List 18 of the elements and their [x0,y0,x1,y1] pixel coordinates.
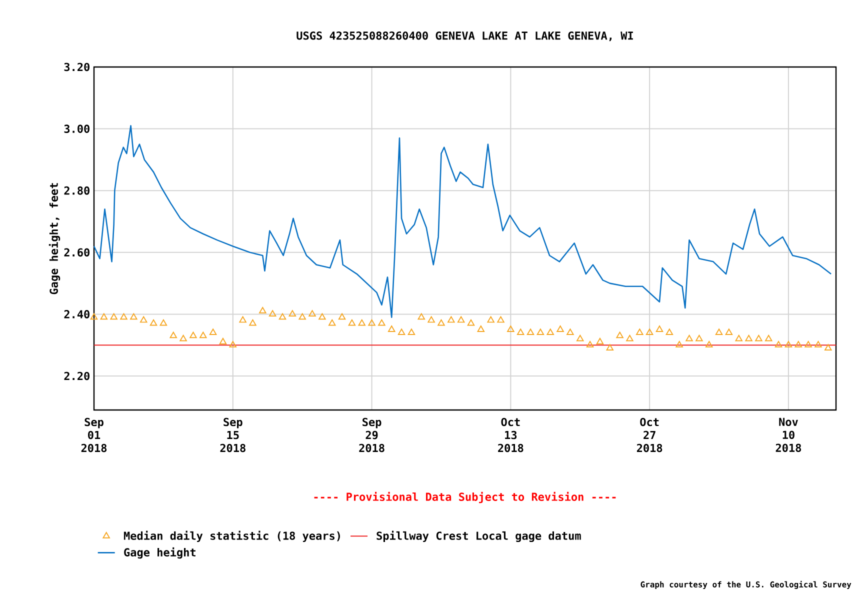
y-axis-title: Gage height, feet [48,183,60,294]
y-tick-label: 2.60 [64,248,90,257]
y-tick-label: 3.00 [64,124,90,133]
x-tick-label: Oct 27 2018 [636,418,662,452]
legend-label: Gage height [124,547,196,559]
legend-label: Median daily statistic (18 years) [124,530,340,542]
y-tick-label: 3.20 [64,62,90,72]
x-tick-label: Sep 29 2018 [359,418,384,452]
chart-title: USGS 423525088260400 GENEVA LAKE AT LAKE GENEVA, WI [296,31,633,42]
y-tick-label: 2.80 [64,186,90,195]
y-tick-label: 2.40 [64,310,90,318]
x-tick-label: Nov 10 2018 [776,418,802,452]
text: ---- Provisional Data Subject to Revision ---- [314,492,616,504]
x-tick-label: Oct 13 2018 [498,418,524,452]
x-tick-label: Sep 01 2018 [81,418,107,452]
legend-label: Spillway Crest Local gage datum [376,530,581,542]
y-tick-label: 2.20 [64,372,90,380]
x-tick-label: Sep 15 2018 [220,418,246,452]
